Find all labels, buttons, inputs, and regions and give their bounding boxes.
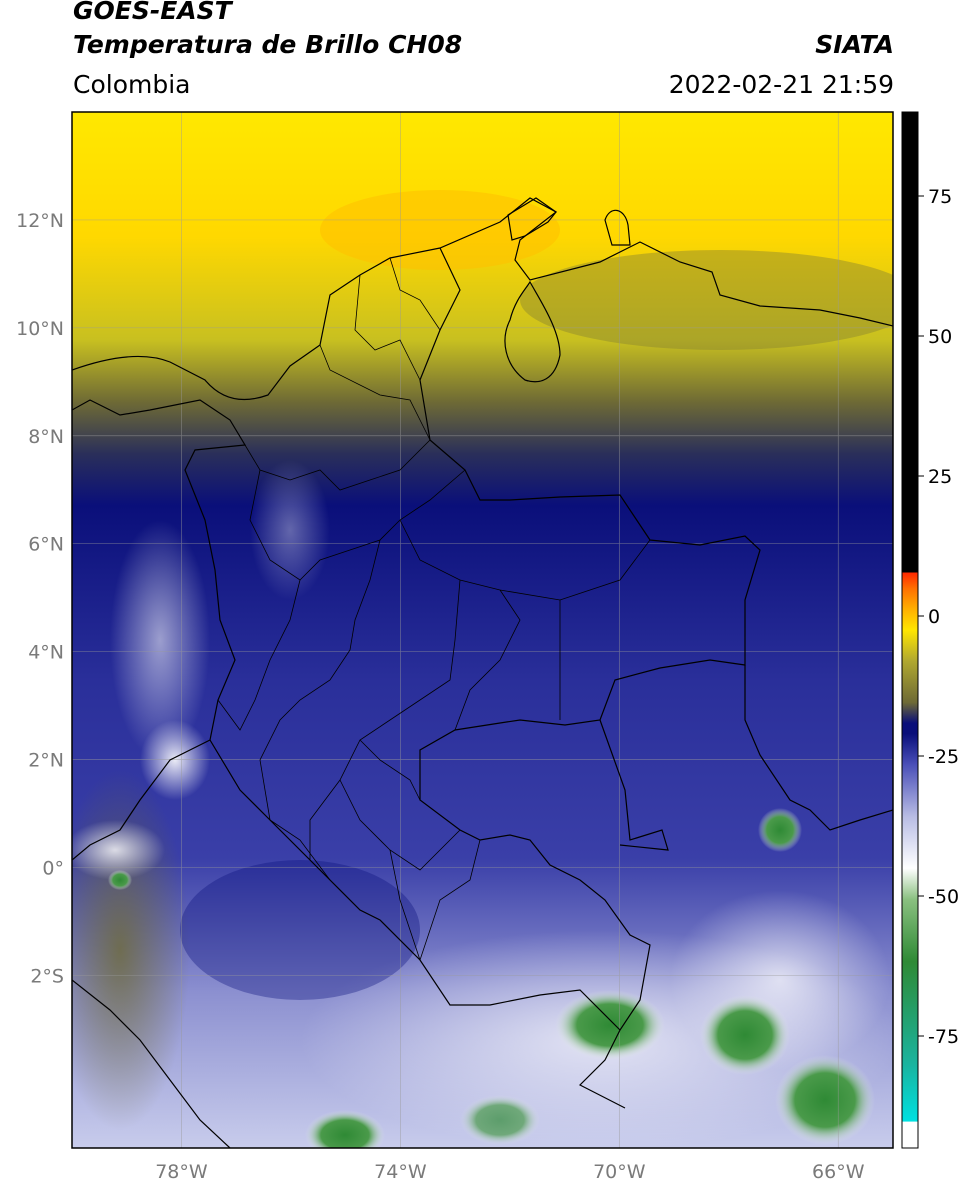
colorbar-ticks: 75 50 25 0 -25 -50 -75: [918, 186, 959, 1048]
product-title: Temperatura de Brillo CH08: [73, 30, 463, 59]
colorbar-tick-label: 50: [928, 326, 952, 348]
colorbar-tick-label: 75: [928, 186, 952, 208]
colorbar: [901, 111, 919, 1149]
map-frame: [71, 111, 894, 1149]
lat-tick-label: 12°N: [16, 210, 64, 232]
colorbar-tick-label: -75: [928, 1026, 959, 1048]
colorbar-tick-label: -25: [928, 746, 959, 768]
datetime-label: 2022-02-21 21:59: [668, 70, 894, 99]
department-borders: [217, 257, 651, 961]
colorbar-tick-label: 25: [928, 466, 952, 488]
lon-tick-label: 78°W: [155, 1161, 208, 1183]
lat-tick-label: 10°N: [16, 318, 64, 340]
brightness-temperature-field: [72, 112, 893, 1148]
region-label: Colombia: [73, 70, 191, 99]
lon-tick-label: 70°W: [593, 1161, 646, 1183]
lat-tick-label: 2°N: [28, 750, 64, 772]
graticule: [72, 112, 893, 1148]
lat-tick-label: 2°S: [30, 965, 64, 987]
latitude-labels: 12°N 10°N 8°N 6°N 4°N 2°N 0° 2°S: [16, 210, 64, 987]
lon-tick-label: 74°W: [374, 1161, 427, 1183]
lon-tick-label: 66°W: [812, 1161, 865, 1183]
satellite-title: GOES-EAST: [73, 0, 232, 25]
colorbar-tick-label: -50: [928, 886, 959, 908]
colorbar-tick-label: 0: [928, 606, 940, 628]
lat-tick-label: 0°: [42, 857, 64, 879]
lat-tick-label: 4°N: [28, 642, 64, 664]
longitude-labels: 78°W 74°W 70°W 66°W: [155, 1161, 864, 1183]
brand-label: SIATA: [815, 30, 894, 59]
lat-tick-label: 6°N: [28, 534, 64, 556]
lat-tick-label: 8°N: [28, 426, 64, 448]
